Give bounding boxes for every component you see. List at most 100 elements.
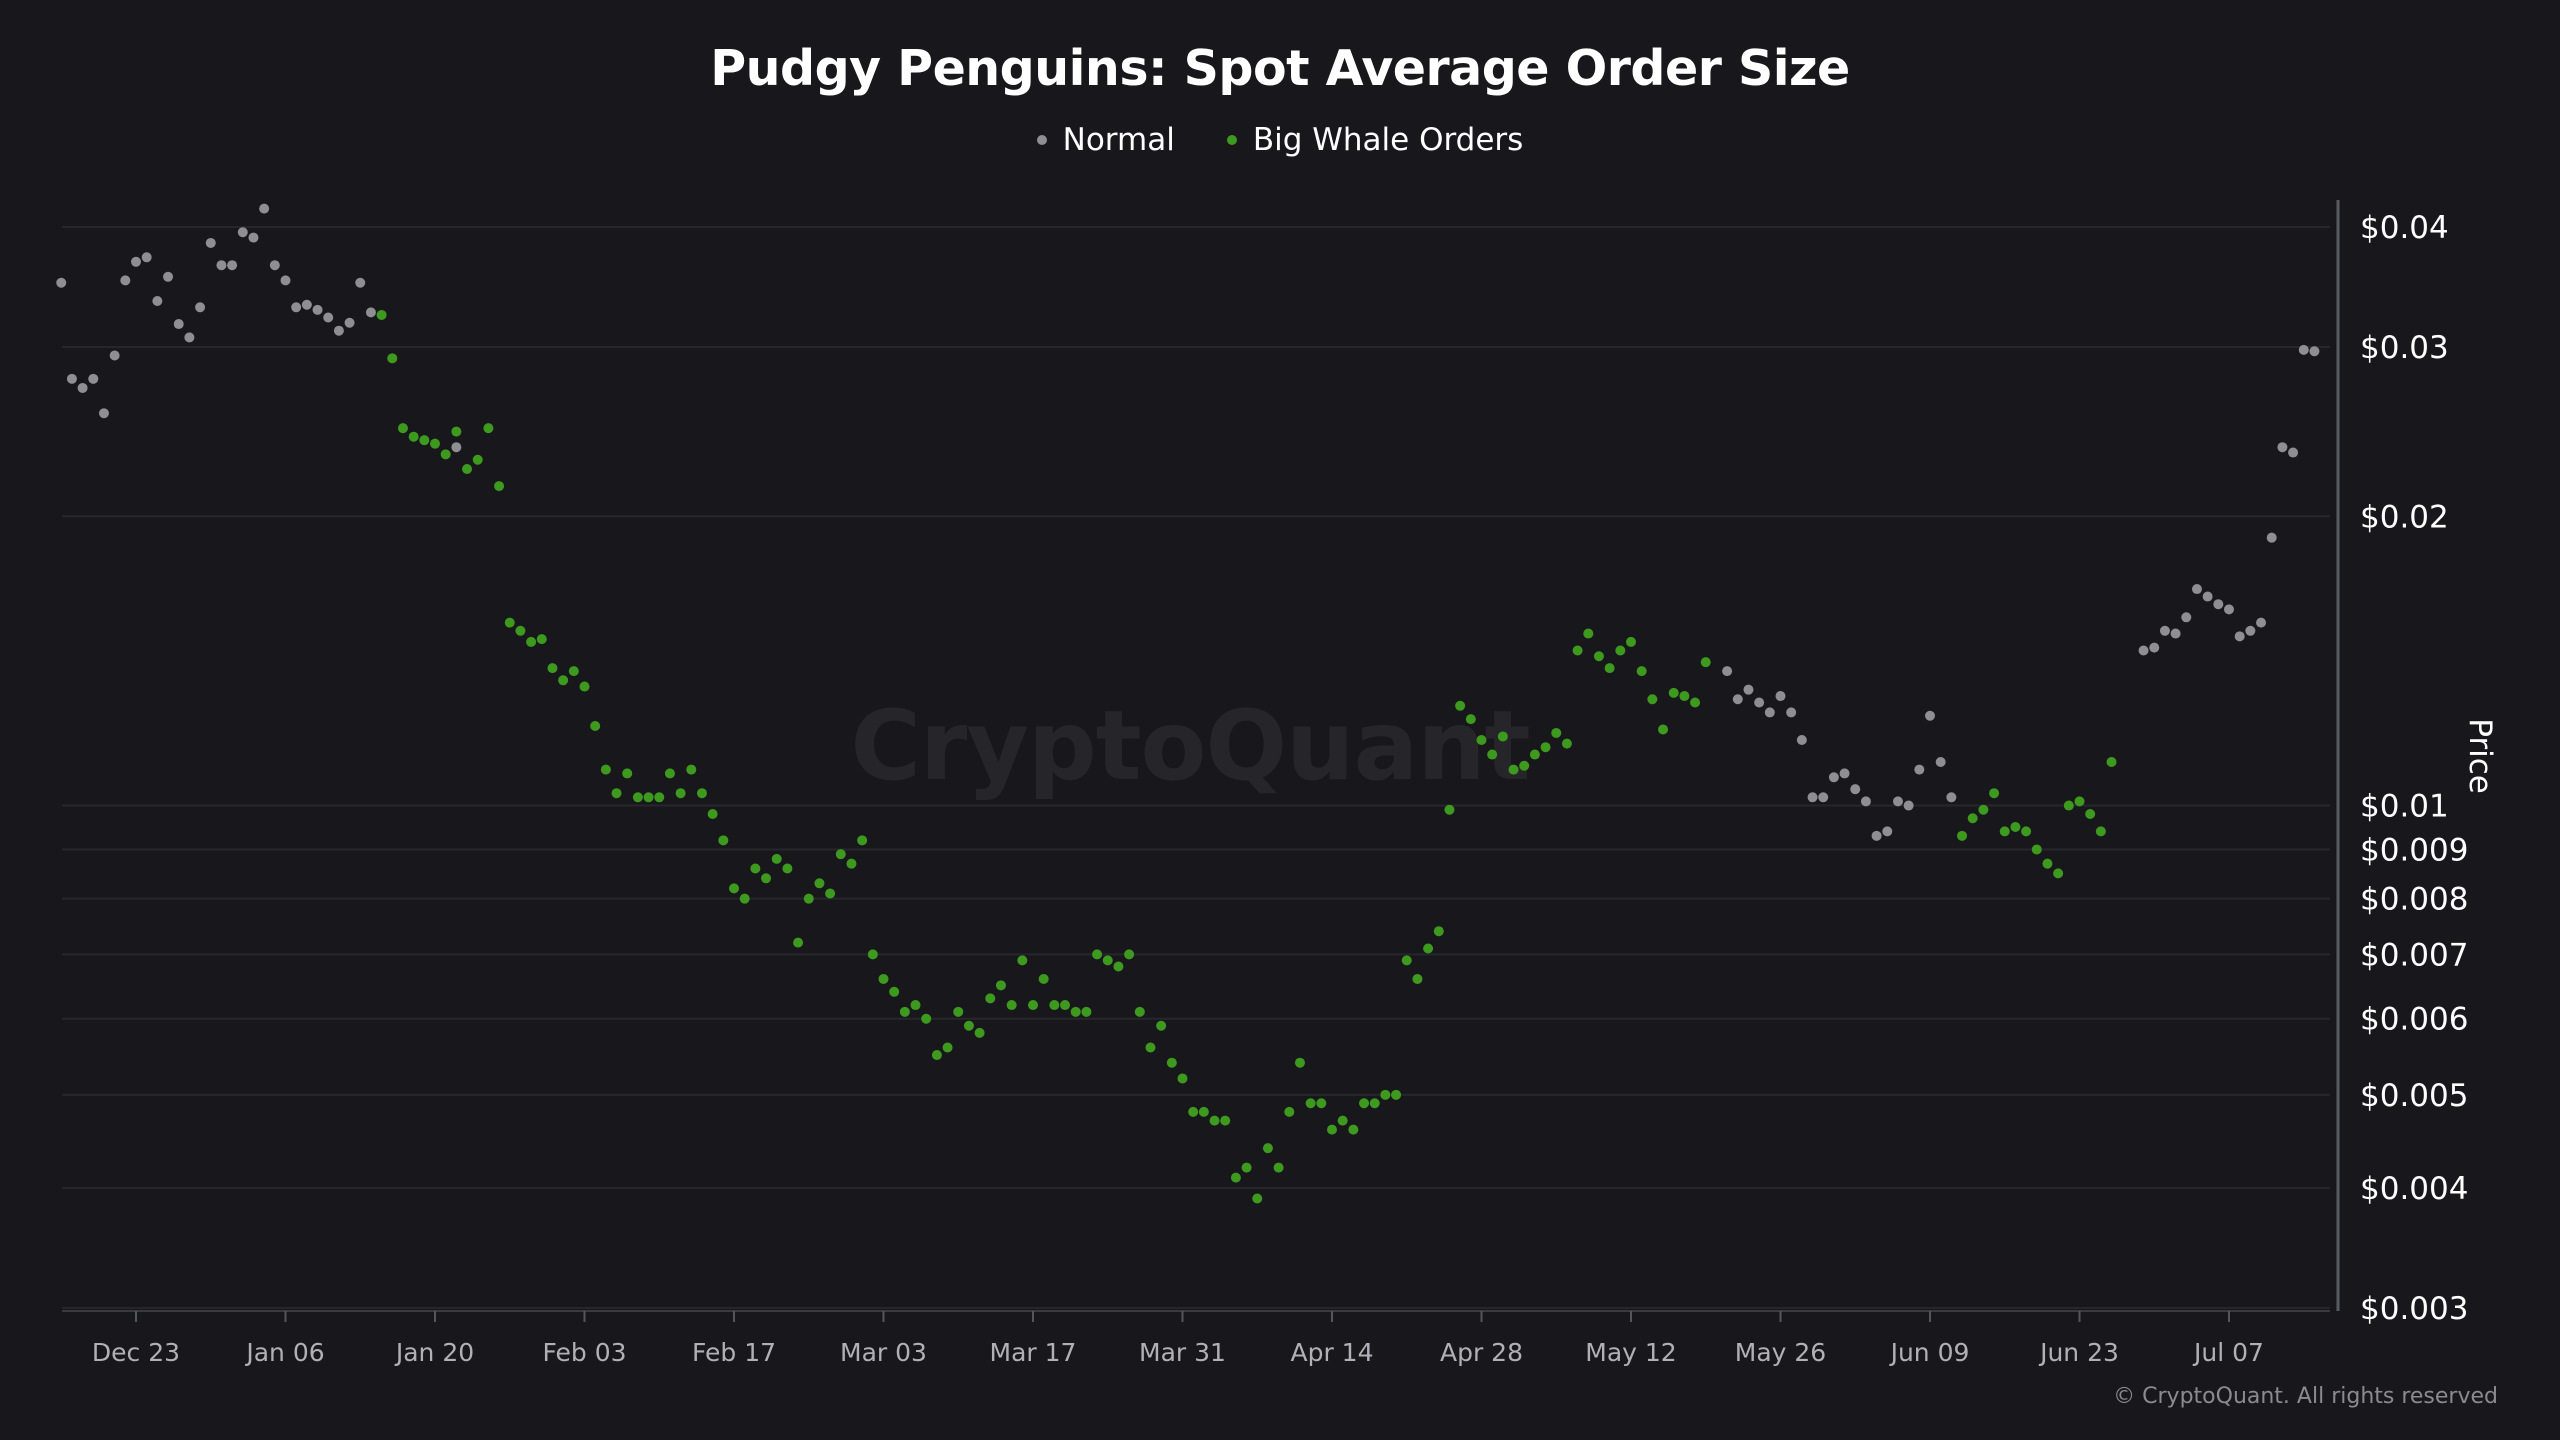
data-point-big-whale-orders [1647, 694, 1658, 705]
data-point-big-whale-orders [1626, 636, 1636, 647]
data-point-normal [1722, 666, 1733, 677]
y-tick-label: $0.03 [2360, 330, 2449, 366]
data-point-big-whale-orders [1209, 1115, 1220, 1126]
data-point-big-whale-orders [1241, 1162, 1252, 1173]
data-point-big-whale-orders [558, 675, 569, 686]
data-point-big-whale-orders [1476, 735, 1487, 746]
data-point-big-whale-orders [1583, 628, 1594, 639]
data-point-normal [1732, 694, 1743, 705]
data-point-normal [1935, 756, 1946, 767]
data-point-normal [1775, 691, 1786, 702]
data-point-normal [1860, 796, 1871, 807]
data-point-big-whale-orders [1049, 1000, 1060, 1011]
data-point-big-whale-orders [1284, 1106, 1295, 1117]
data-point-normal [2245, 625, 2256, 636]
data-point-big-whale-orders [942, 1042, 953, 1053]
data-point-normal [237, 227, 248, 238]
data-point-normal [1818, 792, 1829, 803]
data-point-normal [269, 260, 280, 271]
data-point-big-whale-orders [1487, 749, 1498, 760]
data-point-big-whale-orders [1060, 1000, 1071, 1011]
data-point-normal [205, 237, 216, 248]
data-point-big-whale-orders [526, 636, 537, 647]
data-point-big-whale-orders [889, 986, 900, 997]
data-point-normal [2309, 346, 2320, 357]
data-point-normal [1796, 735, 1807, 746]
data-point-normal [152, 296, 163, 307]
data-point-big-whale-orders [2095, 826, 2106, 837]
data-point-normal [1807, 792, 1818, 803]
legend-item-big-whale-orders[interactable]: Big Whale Orders [1226, 122, 1524, 158]
data-point-big-whale-orders [1145, 1042, 1156, 1053]
data-point-big-whale-orders [643, 792, 654, 803]
y-tick-label: $0.003 [2360, 1291, 2468, 1327]
data-point-big-whale-orders [1252, 1193, 1263, 1204]
data-point-big-whale-orders [654, 792, 665, 803]
data-point-big-whale-orders [1359, 1098, 1370, 1109]
data-point-big-whale-orders [1006, 1000, 1017, 1011]
legend-label-normal: Normal [1062, 122, 1175, 158]
data-point-normal [131, 256, 141, 267]
y-tick-label: $0.007 [2360, 937, 2468, 973]
copyright-notice: © CryptoQuant. All rights reserved [2113, 1384, 2498, 1409]
data-point-big-whale-orders [1668, 687, 1679, 698]
data-point-normal [227, 260, 238, 271]
data-point-big-whale-orders [1316, 1098, 1327, 1109]
data-point-big-whale-orders [995, 980, 1006, 991]
data-point-big-whale-orders [2021, 826, 2032, 837]
data-point-big-whale-orders [675, 788, 686, 799]
data-point-big-whale-orders [1220, 1115, 1231, 1126]
data-point-normal [66, 373, 77, 384]
data-point-big-whale-orders [622, 768, 633, 779]
data-point-big-whale-orders [931, 1050, 942, 1061]
legend-marker-big-whale-orders [1226, 135, 1237, 145]
data-point-normal [2191, 584, 2202, 595]
data-point-big-whale-orders [483, 423, 494, 434]
legend-marker-normal [1036, 135, 1047, 145]
data-point-big-whale-orders [1369, 1098, 1380, 1109]
data-point-big-whale-orders [1327, 1124, 1337, 1135]
data-point-big-whale-orders [825, 888, 836, 899]
data-point-big-whale-orders [1999, 826, 2010, 837]
data-point-big-whale-orders [771, 853, 782, 864]
data-point-big-whale-orders [899, 1006, 910, 1017]
data-point-big-whale-orders [953, 1006, 964, 1017]
data-point-big-whale-orders [1465, 714, 1476, 725]
legend-label-big-whale-orders: Big Whale Orders [1252, 122, 1524, 158]
data-point-big-whale-orders [2074, 796, 2085, 807]
data-point-big-whale-orders [1604, 663, 1615, 674]
data-point-big-whale-orders [1262, 1143, 1273, 1154]
y-tick-label: $0.02 [2360, 499, 2449, 535]
data-point-big-whale-orders [782, 863, 793, 874]
x-tick-label: May 26 [1735, 1338, 1826, 1367]
data-point-normal [1839, 768, 1850, 779]
data-point-normal [1743, 684, 1754, 695]
data-point-normal [1828, 772, 1839, 783]
data-point-big-whale-orders [2053, 868, 2064, 879]
data-point-big-whale-orders [1380, 1089, 1391, 1100]
data-point-big-whale-orders [729, 883, 739, 894]
data-point-normal [2181, 612, 2192, 623]
data-point-normal [1850, 784, 1861, 795]
y-axis-label: Price [2462, 718, 2498, 794]
data-point-normal [2234, 631, 2245, 642]
data-point-big-whale-orders [1177, 1073, 1188, 1084]
data-point-big-whale-orders [1188, 1106, 1199, 1117]
data-point-normal [2202, 591, 2213, 602]
x-tick-label: Jun 09 [1889, 1338, 1970, 1367]
data-point-normal [2224, 604, 2234, 615]
legend-item-normal[interactable]: Normal [1036, 122, 1175, 158]
data-point-big-whale-orders [1017, 955, 1028, 966]
data-point-normal [195, 302, 206, 313]
data-point-normal [1914, 764, 1925, 775]
data-point-big-whale-orders [1679, 691, 1690, 702]
data-point-normal [98, 408, 109, 419]
data-point-normal [141, 252, 152, 263]
data-point-big-whale-orders [1529, 749, 1540, 760]
y-tick-label: $0.004 [2360, 1171, 2468, 1207]
data-point-big-whale-orders [1294, 1057, 1305, 1068]
data-point-normal [291, 302, 302, 313]
data-point-big-whale-orders [1433, 926, 1444, 937]
data-point-big-whale-orders [1348, 1124, 1359, 1135]
data-point-normal [451, 442, 462, 453]
